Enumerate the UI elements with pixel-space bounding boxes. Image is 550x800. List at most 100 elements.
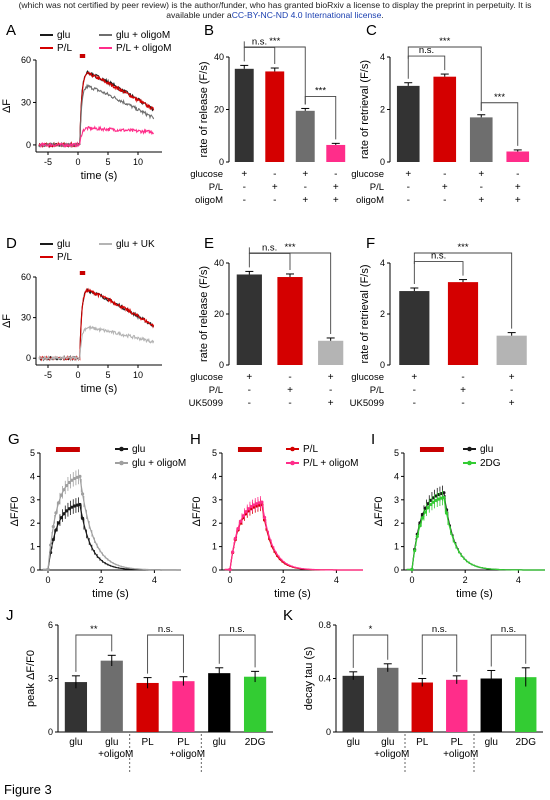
condition-mark: -	[413, 398, 416, 409]
bar	[399, 291, 430, 365]
data-point	[72, 504, 77, 508]
condition-mark: +	[333, 182, 339, 193]
bar	[295, 110, 315, 162]
legend-entry-H-pl_oligo: P/L + oligoM	[286, 458, 359, 469]
y-axis-label: rate of retrieval (F/s)	[359, 60, 371, 159]
y-tick-label: 2	[380, 105, 385, 115]
data-point	[429, 498, 433, 502]
legend-label: glu	[57, 239, 70, 250]
category-label: glu	[347, 737, 360, 748]
condition-label: UK5099	[350, 398, 384, 409]
panel-label-I: I	[371, 431, 375, 448]
x-axis-label: time (s)	[92, 588, 129, 600]
data-point	[59, 493, 63, 497]
significance-J: ** n.s. n.s.	[75, 624, 256, 674]
series-H-pl	[224, 498, 363, 572]
data-point	[257, 503, 261, 507]
y-tick-label: 30	[21, 97, 31, 107]
condition-mark: -	[443, 195, 446, 206]
y-tick-label: 0	[326, 727, 331, 737]
data-point	[254, 502, 259, 506]
x-tick-label: 5	[105, 370, 110, 380]
y-axis-label: ΔF	[1, 314, 13, 328]
axes-A: 0 30 60 ΔF -5 0 5 10 time (s)	[1, 55, 162, 182]
sig-bracket	[248, 247, 332, 334]
legend-entry-A-pl_oligo: P/L + oligoM	[99, 43, 172, 54]
condition-mark: -	[304, 182, 307, 193]
panel-label-F: F	[366, 235, 375, 252]
panel-label-E: E	[204, 235, 214, 252]
significance-K: * n.s. n.s.	[352, 624, 527, 675]
condition-mark: -	[243, 182, 246, 193]
data-point	[434, 498, 438, 503]
sig-bracket	[147, 634, 184, 674]
data-point	[75, 475, 79, 479]
data-point	[80, 492, 85, 496]
data-point	[239, 519, 243, 523]
sig-bracket-label: n.s.	[158, 624, 173, 635]
y-tick-label: 3	[394, 495, 399, 505]
legend-marker	[119, 460, 124, 466]
condition-mark: +	[411, 372, 417, 383]
y-tick-label: 2	[394, 518, 399, 528]
sig-bracket	[490, 634, 527, 667]
data-point	[78, 474, 82, 478]
license-link[interactable]: CC-BY-NC-ND 4.0 International license	[231, 10, 382, 20]
y-tick-label: 3	[212, 495, 217, 505]
data-point	[80, 516, 85, 520]
axes-G: 0 1 2 3 4 5 ΔF/F0 0 2 4 time (s)	[9, 448, 181, 600]
y-tick-label: 0	[219, 157, 224, 167]
sig-bracket	[75, 634, 113, 672]
y-tick-label: 1	[30, 542, 35, 552]
x-tick-label: 2	[463, 575, 468, 585]
bar	[496, 335, 527, 365]
bar	[447, 282, 479, 365]
sig-bracket	[407, 55, 446, 79]
condition-mark: +	[328, 372, 334, 383]
stimulus-bar-A	[79, 54, 86, 58]
axes-E: 0 20 40 rate of release (F/s)	[198, 258, 230, 370]
figure-caption: Figure 3	[4, 782, 52, 797]
license-banner: (which was not certified by peer review)…	[0, 0, 550, 20]
series-I-glu	[406, 485, 545, 572]
category-label: PL	[451, 737, 464, 748]
condition-mark: -	[510, 385, 513, 396]
series-I-twodg	[406, 490, 545, 572]
legend-entry-A-glu: glu	[40, 30, 70, 41]
data-point	[444, 511, 449, 515]
y-axis-label: rate of release (F/s)	[198, 62, 210, 158]
data-point	[67, 480, 71, 485]
banner-line-1: (which was not certified by peer review)…	[18, 0, 532, 10]
y-tick-label: 20	[214, 309, 224, 319]
data-point	[418, 524, 422, 528]
category-label: glu	[105, 737, 118, 748]
panel-label-K: K	[283, 607, 293, 624]
y-axis-label: ΔF/F0	[191, 497, 203, 527]
legend-label: glu + UK	[116, 239, 155, 250]
data-point	[415, 534, 419, 538]
bar	[243, 676, 267, 732]
data-point	[51, 524, 55, 529]
condition-mark: -	[516, 169, 519, 180]
data-point	[413, 549, 417, 553]
y-tick-label: 40	[214, 52, 224, 62]
data-point	[436, 492, 441, 497]
bar	[100, 660, 123, 732]
condition-mark: +	[328, 398, 334, 409]
sig-bracket-label: ***	[457, 242, 468, 253]
y-tick-label: 0	[212, 565, 217, 575]
data-point	[54, 528, 58, 532]
y-tick-label: 0.8	[318, 620, 331, 630]
bar	[172, 681, 195, 732]
bar	[515, 677, 537, 732]
y-axis-label: rate of release (F/s)	[198, 266, 210, 362]
bar	[236, 274, 262, 365]
sig-bracket-label: n.s.	[262, 242, 277, 253]
bar	[265, 71, 285, 162]
legend-entry-I-twodg: 2DG	[463, 458, 501, 469]
y-tick-label: 0	[26, 140, 31, 150]
legend-marker	[119, 446, 124, 452]
data-point	[244, 510, 248, 514]
bar	[277, 277, 303, 365]
y-axis-label: ΔF/F0	[9, 497, 21, 527]
